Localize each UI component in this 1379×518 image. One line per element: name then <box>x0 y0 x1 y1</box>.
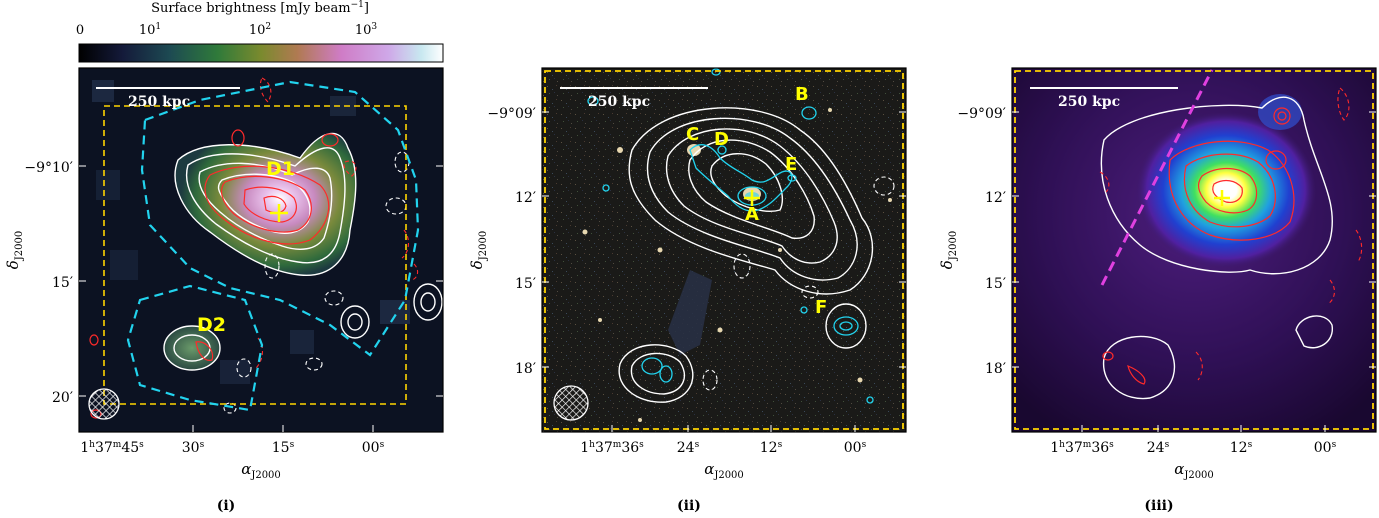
panel-2-dec-tick-1: 12′ <box>515 190 536 206</box>
panel-1-ra-tick-2: 15s <box>272 440 295 456</box>
panel-1-ra-tick-1: 30s <box>182 440 205 456</box>
panel-1: 250 kpc D1 D2 −9°10′ 15′ 20′ 1h37m45s 30… <box>4 67 444 514</box>
colorbar: Surface brightness [mJy beam−1] 0 101 10… <box>76 0 444 63</box>
panel-1-background-noise <box>92 80 410 384</box>
panel-2-label-f: F <box>815 297 827 318</box>
panel-1-region-d2 <box>126 284 264 412</box>
panel-3-ra-tick-1: 24s <box>1147 440 1170 456</box>
panel-3-shock-line <box>1100 69 1214 286</box>
panel-2-image <box>542 68 906 432</box>
panel-2-ra-tick-2: 12s <box>760 440 783 456</box>
panel-2-ra-axis-label: αJ2000 <box>704 460 744 481</box>
panel-3-center-marker <box>1214 190 1230 206</box>
panel-3-scale-label: 250 kpc <box>1058 94 1120 110</box>
panel-1-region-d1 <box>140 80 420 357</box>
colorbar-tick-1: 101 <box>139 22 161 38</box>
panel-2-beam <box>553 385 589 421</box>
colorbar-tick-0: 0 <box>76 23 84 38</box>
panel-2-label-c: C <box>686 124 699 145</box>
panel-3-dec-tick-1: 12′ <box>985 190 1006 206</box>
panel-1-caption: (i) <box>217 498 236 514</box>
panel-3-dec-axis-label: δJ2000 <box>938 231 959 270</box>
panel-3-xray-emission <box>1136 112 1316 268</box>
panel-3-dec-tick-0: −9°09′ <box>957 106 1006 122</box>
panel-2-yellow-box <box>544 70 904 430</box>
panel-1-ra-axis-label: αJ2000 <box>241 460 281 481</box>
panel-3-ra-tick-2: 12s <box>1230 440 1253 456</box>
panel-3: 250 kpc −9°09′ 12′ 15′ 18′ 1h37m36s 24s … <box>938 67 1377 514</box>
colorbar-gradient <box>78 43 444 63</box>
panel-2-label-d: D <box>714 129 729 150</box>
panel-3-caption: (iii) <box>1144 498 1173 514</box>
panel-2-scale-label: 250 kpc <box>588 94 650 110</box>
panel-3-ra-tick-0: 1h37m36s <box>1050 440 1114 456</box>
colorbar-tick-3: 103 <box>355 22 378 38</box>
panel-2-center-marker <box>744 190 760 206</box>
panel-1-yellow-box <box>103 105 407 405</box>
panel-1-dec-tick-0: −9°10′ <box>24 160 73 176</box>
panel-2-label-b: B <box>795 84 809 105</box>
panel-2-ra-tick-0: 1h37m36s <box>580 440 644 456</box>
panel-2-dec-tick-0: −9°09′ <box>487 106 536 122</box>
panel-2-label-a: A <box>745 204 759 225</box>
panel-3-dec-tick-2: 15′ <box>985 276 1006 292</box>
panel-3-dec-tick-3: 18′ <box>985 361 1006 377</box>
panel-1-scale-label: 250 kpc <box>128 94 190 110</box>
panel-1-beam <box>88 388 120 420</box>
panel-1-dec-tick-2: 20′ <box>52 390 73 406</box>
panel-2-ra-tick-3: 00s <box>844 440 867 456</box>
panel-1-center-marker <box>270 204 288 222</box>
panel-2-dec-axis-label: δJ2000 <box>468 231 489 270</box>
panel-2-dec-tick-2: 15′ <box>515 276 536 292</box>
panel-1-ra-tick-3: 00s <box>362 440 385 456</box>
panel-3-yellow-box <box>1014 70 1374 430</box>
panel-2: 250 kpc A B C D E F −9°09′ 12′ 15′ 18′ 1… <box>468 67 907 514</box>
colorbar-label: Surface brightness [mJy beam−1] <box>151 0 369 16</box>
panel-1-ra-tick-0: 1h37m45s <box>80 440 144 456</box>
panel-1-dec-tick-1: 15′ <box>52 275 73 291</box>
panel-3-ra-axis-label: αJ2000 <box>1174 460 1214 481</box>
panel-1-label-d2: D2 <box>197 314 226 336</box>
panel-2-caption: (ii) <box>677 498 701 514</box>
panel-1-frame <box>78 67 444 433</box>
panel-1-dec-axis-label: δJ2000 <box>4 231 25 270</box>
panel-2-label-e: E <box>785 154 797 175</box>
panel-1-label-d1: D1 <box>266 158 295 180</box>
panel-2-ra-tick-1: 24s <box>677 440 700 456</box>
panel-3-ra-tick-3: 00s <box>1314 440 1337 456</box>
colorbar-tick-2: 102 <box>249 22 271 38</box>
panel-2-dec-tick-3: 18′ <box>515 361 536 377</box>
panel-2-artifact <box>668 270 712 355</box>
